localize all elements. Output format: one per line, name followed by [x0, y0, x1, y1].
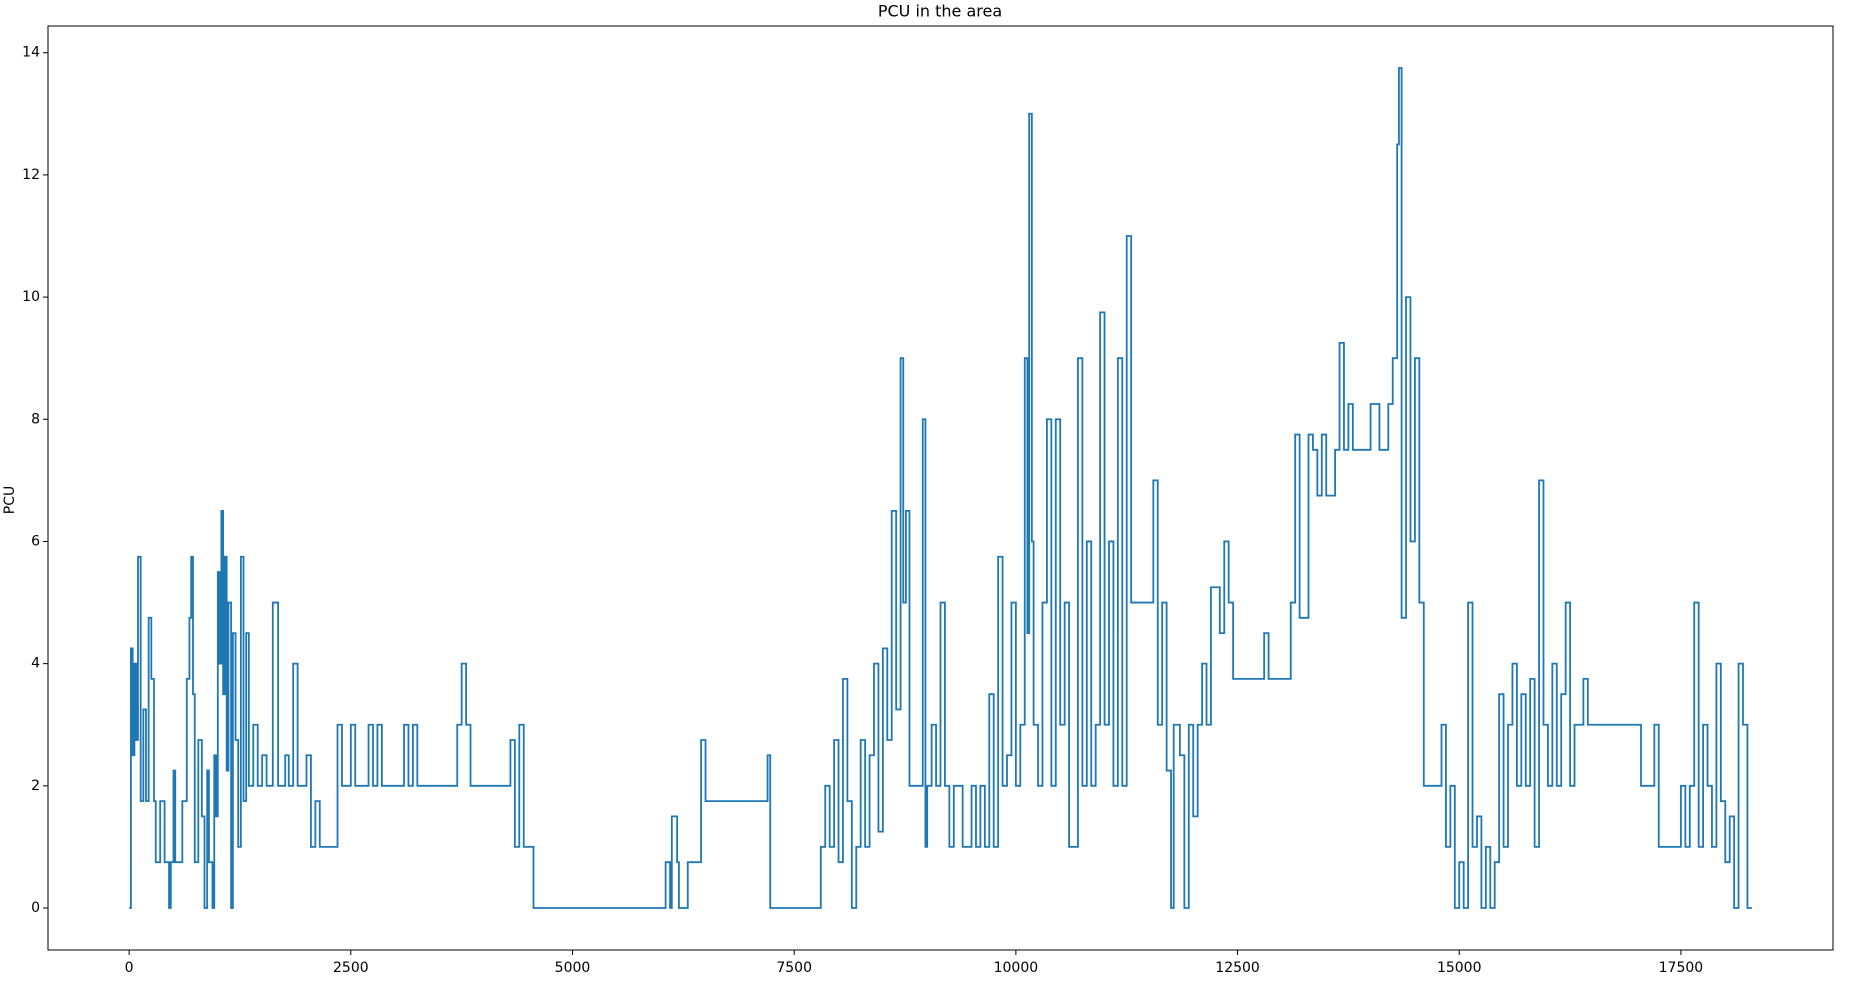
y-tick-label: 4	[31, 656, 40, 672]
x-tick-label: 5000	[555, 960, 591, 976]
line	[129, 67, 1752, 909]
y-tick-label: 12	[22, 167, 40, 183]
x-tick-label: 0	[125, 960, 134, 976]
x-tick-label: 10000	[994, 960, 1039, 976]
y-axis-label: PCU	[2, 486, 18, 514]
y-tick-label: 14	[22, 45, 40, 61]
x-tick-label: 2500	[333, 960, 369, 976]
y-tick-label: 10	[22, 289, 40, 305]
y-tick-label: 0	[31, 900, 40, 916]
axes-frame	[47, 25, 1834, 951]
x-tick-label: 17500	[1659, 960, 1704, 976]
y-tick-label: 8	[31, 411, 40, 427]
x-tick-label: 15000	[1437, 960, 1482, 976]
x-tick-label: 7500	[776, 960, 812, 976]
x-tick-label: 12500	[1215, 960, 1260, 976]
y-tick-label: 6	[31, 533, 40, 549]
chart-title: PCU in the area	[878, 2, 1002, 21]
y-tick-label: 2	[31, 778, 40, 794]
